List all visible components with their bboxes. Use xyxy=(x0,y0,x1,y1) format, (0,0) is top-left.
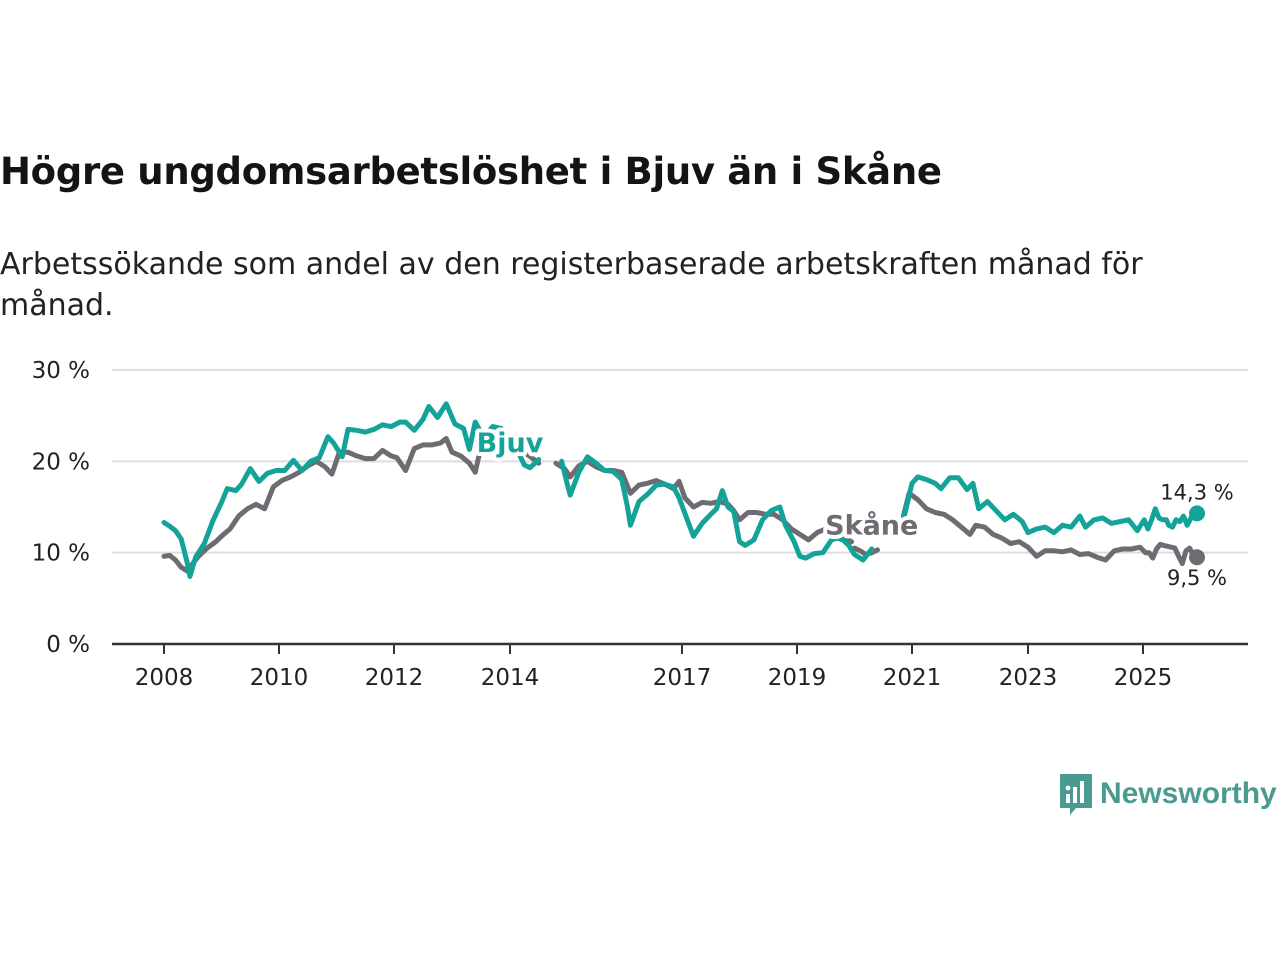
series-lines xyxy=(161,401,1205,579)
y-tick-label: 30 % xyxy=(32,358,90,384)
chart-title: Högre ungdomsarbetslöshet i Bjuv än i Sk… xyxy=(0,150,942,193)
y-tick-label: 0 % xyxy=(46,632,90,658)
series-line-skane xyxy=(161,436,542,574)
end-point-skane xyxy=(1189,549,1205,566)
end-value-label: 9,5 % xyxy=(1167,566,1227,590)
chart-subtitle: Arbetssökande som andel av den registerb… xyxy=(0,247,1143,323)
x-tick-label: 2023 xyxy=(999,665,1058,691)
x-tick-label: 2025 xyxy=(1114,665,1173,691)
x-tick-label: 2014 xyxy=(481,665,540,691)
series-line-skane xyxy=(553,458,855,545)
series-line-skane xyxy=(900,490,1200,567)
series-line-bjuv xyxy=(161,401,542,579)
newsworthy-logo-text: Newsworthy xyxy=(1100,777,1277,810)
x-tick-label: 2010 xyxy=(250,665,309,691)
axes: 0 % 10 % 20 % 30 % 2008 2010 2012 2014 2017 2019 2… xyxy=(32,358,1248,691)
x-tick-label: 2017 xyxy=(653,665,712,691)
series-label-halo: Skåne xyxy=(825,509,918,541)
grid-lines xyxy=(112,369,1248,554)
y-tick-label: 10 % xyxy=(32,541,90,567)
series-label: Skåne xyxy=(825,509,918,541)
x-tick-label: 2021 xyxy=(883,665,942,691)
x-tick-label: 2012 xyxy=(365,665,424,691)
x-tick-label: 2008 xyxy=(135,665,194,691)
y-tick-label: 20 % xyxy=(32,449,90,475)
end-point-bjuv xyxy=(1189,505,1205,522)
series-label-halo: Bjuv xyxy=(477,428,544,459)
series-label: Bjuv xyxy=(477,428,544,459)
x-tick-label: 2019 xyxy=(768,665,827,691)
series-line-bjuv xyxy=(900,474,1200,536)
end-value-label: 14,3 % xyxy=(1160,480,1233,504)
newsworthy-logo[interactable]: Newsworthy xyxy=(1058,772,1277,816)
newsworthy-logo-icon xyxy=(1060,774,1092,815)
line-chart: 0 % 10 % 20 % 30 % 2008 2010 2012 2014 2017 2019 2… xyxy=(32,358,1248,691)
series-line-bjuv xyxy=(559,454,875,563)
